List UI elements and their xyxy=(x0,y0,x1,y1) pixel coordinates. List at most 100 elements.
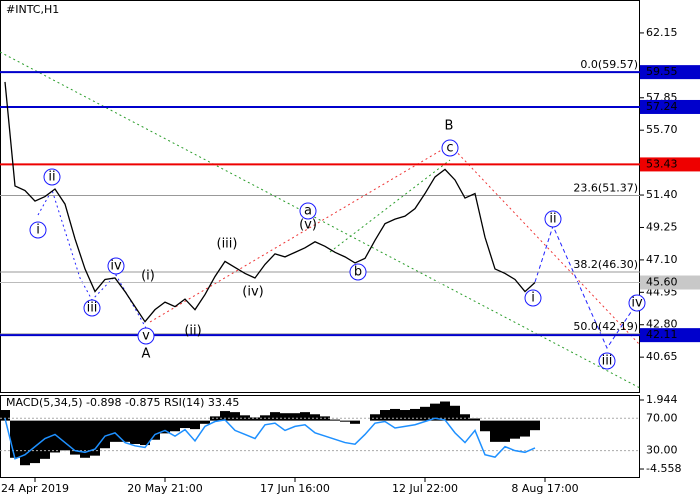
fib-label: 0.0(59.57) xyxy=(580,58,638,71)
fib-label: 50.0(42.19) xyxy=(573,320,638,333)
y-tick-label: 30.00 xyxy=(646,444,678,457)
wave-circle xyxy=(598,352,616,370)
macd-bar xyxy=(370,414,380,421)
wave-label: iv xyxy=(110,259,122,274)
wave-circle xyxy=(107,257,125,275)
wave-label: v xyxy=(142,329,150,344)
wave-label: B xyxy=(445,119,454,134)
macd-bar xyxy=(120,420,130,442)
macd-bar xyxy=(210,416,220,421)
y-tick-label: 1.944 xyxy=(646,393,678,406)
wave-label: (i) xyxy=(141,269,155,284)
macd-bar xyxy=(140,420,150,446)
y-tick-label: 55.70 xyxy=(646,123,678,136)
wave-label: ii xyxy=(549,212,556,227)
macd-bar xyxy=(90,420,100,456)
fib-label: 38.2(46.30) xyxy=(573,258,638,271)
macd-bar xyxy=(250,417,260,421)
x-tick-label: 20 May 21:00 xyxy=(127,482,202,495)
macd-bar xyxy=(290,413,300,421)
macd-bar xyxy=(350,420,360,424)
wave-circle xyxy=(43,168,61,186)
wave-label: i xyxy=(531,291,535,306)
macd-bar xyxy=(30,420,40,464)
macd-bar xyxy=(280,413,290,421)
x-tick-label: 8 Aug 17:00 xyxy=(511,482,578,495)
macd-bar xyxy=(490,420,500,442)
macd-bar xyxy=(10,420,20,458)
macd-bar xyxy=(310,414,320,421)
level-label: 42.11 xyxy=(646,328,678,341)
level-label: 57.24 xyxy=(646,100,678,113)
wave-circle xyxy=(83,299,101,317)
level-label: 53.43 xyxy=(646,157,678,170)
macd-bar xyxy=(450,405,460,421)
wave-label: b xyxy=(354,265,362,280)
x-tick-label: 24 Apr 2019 xyxy=(1,482,69,495)
price-line-series xyxy=(4,81,536,323)
macd-bar xyxy=(80,420,90,458)
macd-bar xyxy=(500,420,510,442)
macd-bar xyxy=(110,420,120,442)
wave-label: iv xyxy=(631,296,643,311)
wave-circle xyxy=(299,202,317,220)
wave-label: i xyxy=(36,223,40,238)
macd-bar xyxy=(460,414,470,421)
macd-bar xyxy=(330,419,340,421)
macd-bar xyxy=(480,420,490,432)
wave-label: (ii) xyxy=(184,324,201,339)
projection-line xyxy=(534,224,638,350)
macd-bar xyxy=(220,411,230,421)
y-tick-label: 42.80 xyxy=(646,318,678,331)
wave-label: A xyxy=(142,347,151,362)
macd-bar xyxy=(130,420,140,444)
chart-title: #INTC,H1 xyxy=(6,3,59,16)
macd-bar xyxy=(230,412,240,421)
level-label: 59.55 xyxy=(646,65,678,78)
wave-label: a xyxy=(304,204,312,219)
macd-bar xyxy=(50,420,60,453)
macd-bar xyxy=(390,408,400,421)
wave-label: ii xyxy=(48,170,55,185)
level-box xyxy=(640,65,700,80)
wave-circle xyxy=(544,210,562,228)
macd-bar xyxy=(200,420,210,424)
macd-bar xyxy=(150,420,160,440)
macd-bar xyxy=(300,412,310,421)
wave-circle xyxy=(137,327,155,345)
wave-label: (v) xyxy=(299,218,317,233)
macd-bar xyxy=(520,420,530,437)
wave-line xyxy=(37,188,147,329)
macd-bar xyxy=(170,420,180,432)
y-tick-label: 62.15 xyxy=(646,26,678,39)
trend-channel xyxy=(0,51,641,389)
fib-label: 23.6(51.37) xyxy=(573,181,638,194)
rsi-line xyxy=(4,417,536,460)
x-tick-label: 12 Jul 22:00 xyxy=(392,482,458,495)
macd-bar xyxy=(530,420,540,431)
y-tick-label: 49.25 xyxy=(646,220,678,233)
level-box xyxy=(640,157,700,172)
x-tick-label: 17 Jun 16:00 xyxy=(260,482,330,495)
macd-bar xyxy=(0,410,10,421)
macd-bar xyxy=(160,420,170,434)
macd-bar xyxy=(410,408,420,421)
macd-bar xyxy=(470,418,480,421)
wave-label: c xyxy=(446,141,453,156)
macd-bar xyxy=(100,420,110,449)
macd-bar xyxy=(180,420,190,429)
trend-line xyxy=(329,159,451,253)
wave-circle xyxy=(524,289,542,307)
macd-bar xyxy=(510,420,520,439)
price-panel xyxy=(0,0,640,393)
macd-bar xyxy=(270,412,280,421)
wave-label: iii xyxy=(87,301,98,316)
wave-line xyxy=(149,144,641,346)
y-tick-label: 70.00 xyxy=(646,411,678,424)
macd-bar xyxy=(440,401,450,421)
indicator-label: MACD(5,34,5) -0.898 -0.875 RSI(14) 33.45 xyxy=(6,396,239,409)
wave-label: (iii) xyxy=(217,237,238,252)
y-tick-label: 40.65 xyxy=(646,350,678,363)
macd-bar xyxy=(70,420,80,455)
y-tick-label: 47.10 xyxy=(646,253,678,266)
